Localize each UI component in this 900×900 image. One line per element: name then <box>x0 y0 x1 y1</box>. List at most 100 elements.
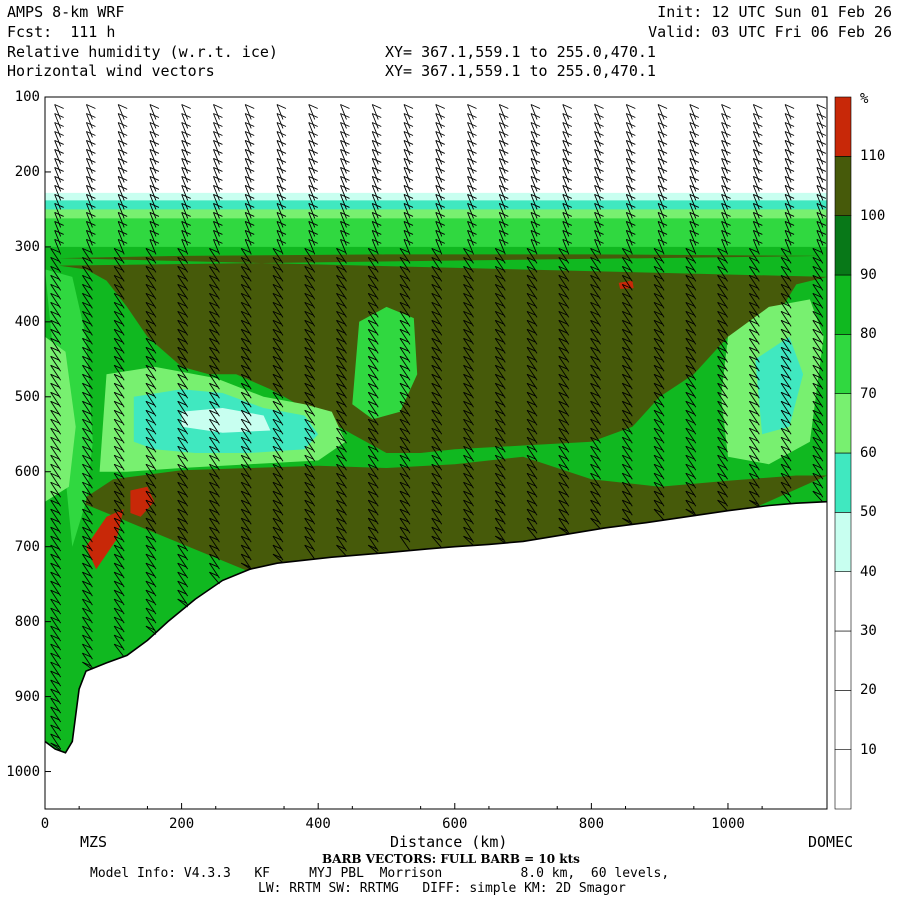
wind-barb-flag <box>272 292 283 298</box>
y-tick-label: 400 <box>14 313 40 330</box>
wind-barb-flag <box>276 238 287 244</box>
wind-barb-flag <box>145 616 156 622</box>
x-axis <box>44 803 763 809</box>
wind-barb-staff <box>244 158 252 174</box>
wind-barb-flag <box>526 310 537 316</box>
wind-barb-flag <box>590 391 600 397</box>
wind-barb-staff <box>276 212 284 228</box>
wind-barb-flag <box>54 158 64 163</box>
wind-barb-flag <box>82 364 92 370</box>
wind-barb-flag <box>209 247 219 253</box>
wind-barb-flag <box>368 391 378 397</box>
wind-barb-flag <box>653 454 664 460</box>
wind-barb-flag <box>562 238 572 244</box>
wind-barb-flag <box>812 310 823 316</box>
wind-barb-staff <box>562 230 570 246</box>
wind-barb-flag <box>145 301 156 307</box>
wind-barb-flag <box>495 256 505 262</box>
wind-barb-staff <box>594 113 601 129</box>
wind-barb-flag <box>50 283 60 289</box>
wind-barb-flag <box>145 553 156 559</box>
wind-barb-staff <box>54 185 62 201</box>
wind-barb-staff <box>752 194 760 210</box>
wind-barb-staff <box>467 104 474 120</box>
wind-barb-flag <box>336 301 346 307</box>
wind-barb-flag <box>276 113 287 118</box>
wind-barb-flag <box>721 131 731 136</box>
wind-barb-flag <box>50 580 60 586</box>
wind-barb-flag <box>780 301 791 307</box>
wind-barb-staff <box>721 167 728 183</box>
wind-barb-flag <box>304 517 314 523</box>
wind-barb-flag <box>721 229 731 235</box>
wind-barb-flag <box>558 283 568 289</box>
wind-barb-flag <box>717 490 727 496</box>
wind-barb-flag <box>721 212 731 217</box>
wind-barb-flag <box>372 185 382 190</box>
wind-barb-flag <box>626 113 636 118</box>
forecast-hour: Fcst: 111 h <box>7 23 116 41</box>
wind-barb-flag <box>177 562 187 568</box>
wind-barb-flag <box>50 481 60 487</box>
wind-barb-flag <box>209 517 219 523</box>
wind-barb-flag <box>149 113 160 118</box>
wind-barb-staff <box>562 167 570 183</box>
wind-barb-flag <box>657 104 668 109</box>
wind-barb-flag <box>304 391 314 397</box>
wind-barb-flag <box>463 436 473 442</box>
wind-barb-staff <box>371 221 379 237</box>
wind-barb-flag <box>685 490 696 496</box>
wind-barb-flag <box>657 176 668 181</box>
wind-barb-staff <box>340 212 347 228</box>
wind-barb-flag <box>304 454 314 460</box>
colorbar <box>834 96 852 810</box>
wind-barb-staff <box>816 140 824 156</box>
wind-barb-flag <box>590 328 600 334</box>
wind-barb-flag <box>50 391 60 397</box>
wind-barb-staff <box>435 167 443 183</box>
wind-barb-flag <box>145 454 156 460</box>
wind-barb-flag <box>113 607 124 613</box>
wind-barb-flag <box>181 149 191 154</box>
wind-barb-flag <box>749 364 759 370</box>
wind-barb-flag <box>276 149 287 154</box>
wind-barb-staff <box>181 185 189 201</box>
wind-barb-staff <box>149 104 157 120</box>
wind-barb-staff <box>530 176 538 192</box>
wind-barb-flag <box>463 499 473 505</box>
wind-barb-staff <box>562 203 570 219</box>
wind-barb-flag <box>685 472 696 478</box>
wind-barb-flag <box>54 113 64 118</box>
wind-barb-flag <box>653 436 664 442</box>
wind-barb-flag <box>717 247 727 253</box>
wind-barb-flag <box>594 203 604 208</box>
wind-barb-staff <box>85 203 93 219</box>
wind-barb-flag <box>753 185 763 190</box>
wind-barb-flag <box>495 535 505 541</box>
wind-barb-flag <box>82 400 92 406</box>
wind-barb-flag <box>753 140 763 145</box>
wind-barb-staff <box>213 221 220 237</box>
wind-barb-flag <box>181 221 191 226</box>
wind-barb-flag <box>304 319 314 325</box>
wind-barb-flag <box>276 221 287 226</box>
wind-barb-flag <box>241 355 251 361</box>
wind-barb-flag <box>241 292 251 298</box>
wind-barb-flag <box>113 634 124 640</box>
wind-barb-flag <box>86 212 96 217</box>
wind-barb-staff <box>721 203 728 219</box>
wind-barb-flag <box>113 391 124 397</box>
wind-barb-flag <box>50 625 60 631</box>
wind-barb-flag <box>399 274 410 280</box>
wind-barb-staff <box>276 221 284 237</box>
wind-barb-staff <box>85 239 93 255</box>
wind-barb-flag <box>336 337 346 343</box>
y-tick-label: 600 <box>14 463 40 480</box>
wind-barb-flag <box>717 436 727 442</box>
wind-barb-flag <box>526 274 537 280</box>
wind-barb-flag <box>530 238 541 244</box>
wind-barb-staff <box>657 113 665 129</box>
wind-barb-staff <box>526 526 538 540</box>
wind-barb-staff <box>213 167 220 183</box>
wind-barb-flag <box>653 256 664 262</box>
